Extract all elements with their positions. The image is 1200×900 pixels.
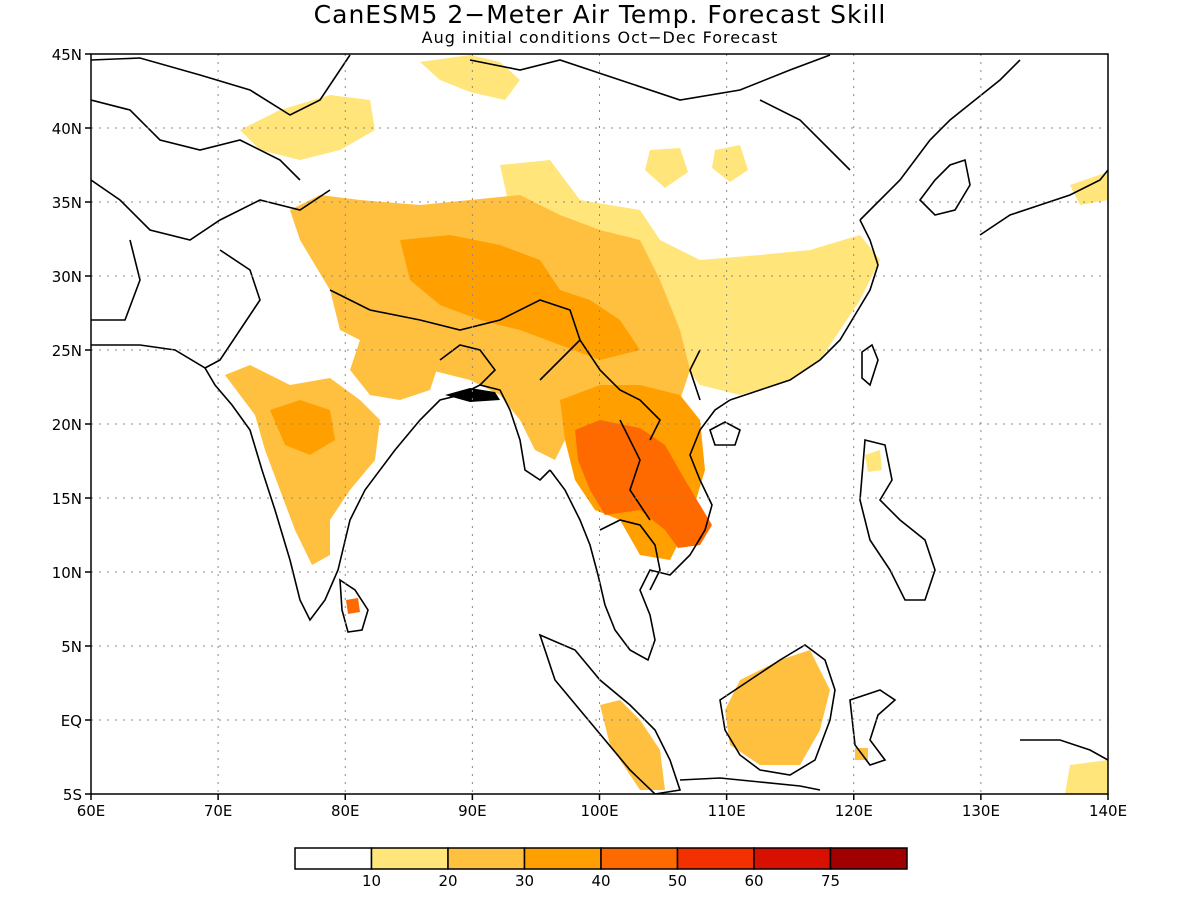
colorbar-swatch [829,847,908,870]
lat-tick-label: 30N [52,268,82,286]
colorbar-tick-label: 60 [744,872,763,890]
colorbar-tick-label: 75 [821,872,840,890]
colorbar: 10 20 30 40 50 60 75 [294,847,908,890]
colorbar-swatch [753,847,832,870]
colorbar-swatch [523,847,602,870]
skill-region-sri-lanka [346,598,360,614]
lat-tick-label: 5N [61,638,82,656]
map-title: CanESM5 2−Meter Air Temp. Forecast Skill [313,0,887,29]
lon-tick-label: 120E [835,802,873,820]
lat-tick-label: 5S [63,786,82,804]
lat-tick-label: 35N [52,194,82,212]
colorbar-tick-label: 40 [591,872,610,890]
skill-region-north-patch-2 [712,145,748,182]
colorbar-tick-label: 10 [362,872,381,890]
colorbar-swatch [676,847,755,870]
skill-region-tibet-core [400,235,640,360]
lon-tick-label: 130E [962,802,1000,820]
skill-region-india-core [270,400,335,455]
colorbar-swatch [294,847,373,870]
colorbar-swatch [370,847,449,870]
latitude-axis: 45N 40N 35N 30N 25N 20N 15N 10N 5N EQ 5S [52,46,91,804]
lat-tick-label: 40N [52,120,82,138]
map-subtitle: Aug initial conditions Oct−Dec Forecast [421,28,779,47]
lat-tick-label: 10N [52,564,82,582]
skill-region-india [225,365,380,565]
lon-tick-label: 90E [458,802,487,820]
delta-coast-detail [445,388,500,402]
colorbar-swatch [447,847,526,870]
lat-tick-label: 15N [52,490,82,508]
longitude-axis: 60E 70E 80E 90E 100E 110E 120E 130E 140E [77,794,1127,820]
colorbar-swatch [600,847,679,870]
skill-region-png [1065,760,1108,794]
lat-tick-label: EQ [61,712,82,730]
skill-region-china [500,160,880,395]
skill-shading [225,55,1108,794]
colorbar-tick-label: 30 [515,872,534,890]
skill-region-thailand-laos [575,420,712,548]
skill-region-north-india [350,340,440,400]
skill-region-philippines [865,450,882,472]
map-grid [91,54,1108,794]
lon-tick-label: 80E [331,802,360,820]
skill-region-north-patch [645,148,688,188]
lon-tick-label: 60E [77,802,106,820]
lon-tick-label: 100E [580,802,618,820]
lat-tick-label: 25N [52,342,82,360]
lon-tick-label: 70E [204,802,233,820]
lon-tick-label: 110E [708,802,746,820]
lat-tick-label: 20N [52,416,82,434]
lat-tick-label: 45N [52,46,82,64]
skill-region-borneo [725,650,830,765]
colorbar-tick-label: 20 [438,872,457,890]
colorbar-tick-label: 50 [668,872,687,890]
skill-region-mongolia [420,55,520,100]
skill-region-sumatra [600,700,665,790]
lon-tick-label: 140E [1089,802,1127,820]
